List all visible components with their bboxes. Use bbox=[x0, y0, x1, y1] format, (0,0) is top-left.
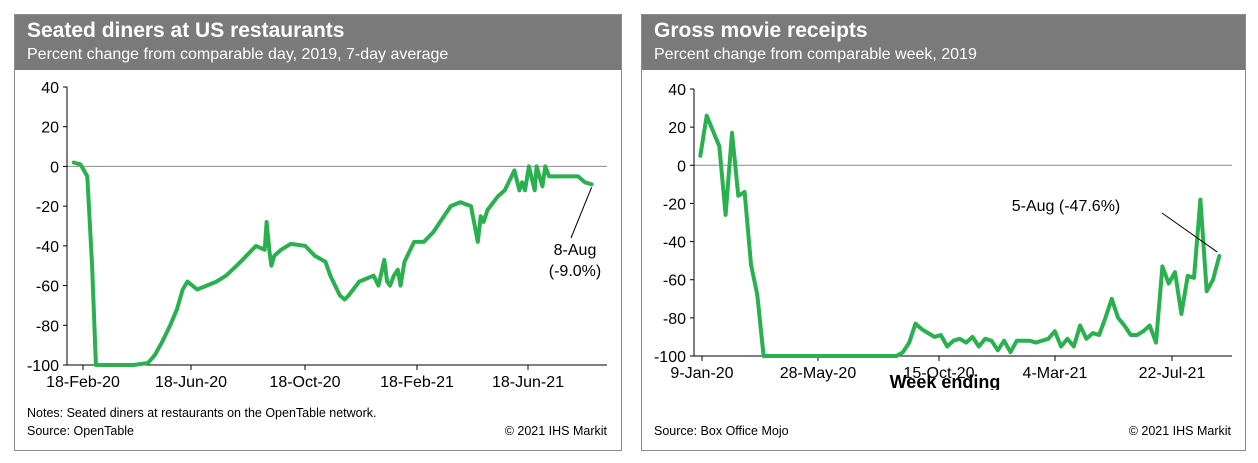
panel-header: Seated diners at US restaurants Percent … bbox=[15, 15, 621, 70]
y-tick-label: -40 bbox=[36, 239, 59, 256]
annotation-leader bbox=[570, 187, 593, 239]
x-tick-label: 9-Jan-20 bbox=[670, 365, 733, 382]
annotation-value: (-9.0%) bbox=[549, 263, 601, 280]
y-tick-label: 0 bbox=[677, 158, 686, 175]
chart-notes: Notes: Seated diners at restaurants on t… bbox=[27, 406, 377, 420]
x-tick-label: 18-Feb-21 bbox=[380, 374, 454, 390]
y-tick-label: 20 bbox=[668, 120, 686, 137]
x-tick-label: 22-Jul-21 bbox=[1139, 365, 1206, 382]
x-tick-label: 28-May-20 bbox=[780, 365, 857, 382]
chart-source: Source: Box Office Mojo bbox=[654, 424, 789, 438]
x-tick-label: 18-Feb-20 bbox=[46, 374, 120, 390]
annotation-label: 5-Aug (-47.6%) bbox=[1012, 198, 1121, 215]
restaurant-diners-panel: Seated diners at US restaurants Percent … bbox=[14, 14, 622, 451]
y-tick-label: -60 bbox=[663, 273, 686, 290]
annotation-date: 8-Aug bbox=[554, 242, 597, 259]
y-tick-label: -60 bbox=[36, 279, 59, 296]
y-tick-label: -20 bbox=[663, 196, 686, 213]
x-tick-label: 18-Jun-20 bbox=[155, 374, 227, 390]
chart-subtitle: Percent change from comparable day, 2019… bbox=[27, 46, 449, 63]
y-tick-label: 0 bbox=[50, 159, 59, 176]
chart-source: Source: OpenTable bbox=[27, 424, 135, 438]
y-tick-label: 40 bbox=[668, 82, 686, 99]
y-tick-label: -80 bbox=[36, 318, 59, 335]
annotation-leader bbox=[1161, 212, 1218, 253]
y-tick-label: -20 bbox=[36, 199, 59, 216]
x-tick-label: 15-Oct-20 bbox=[903, 365, 974, 382]
x-tick-label: 4-Mar-21 bbox=[1023, 365, 1088, 382]
panel-header: Gross movie receipts Percent change from… bbox=[642, 15, 1245, 70]
chart-copyright: © 2021 IHS Markit bbox=[1128, 424, 1231, 438]
y-tick-label: -100 bbox=[654, 349, 686, 366]
chart-copyright: © 2021 IHS Markit bbox=[504, 424, 607, 438]
chart-title: Seated diners at US restaurants bbox=[27, 19, 345, 42]
x-tick-label: 18-Oct-20 bbox=[269, 374, 340, 390]
y-tick-label: -40 bbox=[663, 235, 686, 252]
x-axis-title: Week ending bbox=[890, 372, 1001, 390]
series-line bbox=[698, 113, 1222, 358]
chart-subtitle: Percent change from comparable week, 201… bbox=[654, 46, 977, 63]
chart-title: Gross movie receipts bbox=[654, 19, 868, 42]
y-tick-label: -80 bbox=[663, 311, 686, 328]
movie-receipts-panel: Gross movie receipts Percent change from… bbox=[641, 14, 1246, 451]
series-line bbox=[71, 160, 594, 367]
y-tick-label: 20 bbox=[41, 120, 59, 137]
y-tick-label: 40 bbox=[41, 80, 59, 97]
x-tick-label: 18-Jun-21 bbox=[492, 374, 564, 390]
y-tick-label: -100 bbox=[27, 358, 59, 375]
